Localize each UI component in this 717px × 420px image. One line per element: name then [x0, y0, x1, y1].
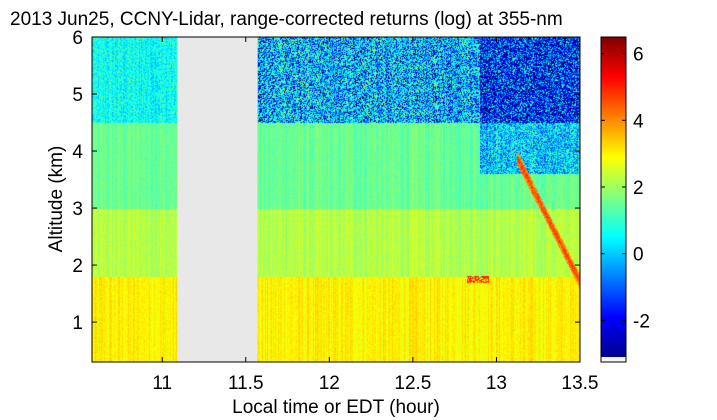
x-axis-label: Local time or EDT (hour)	[232, 397, 440, 418]
x-tick-label: 11.5	[228, 373, 264, 394]
y-tick-label: 1	[72, 313, 83, 334]
colorbar: -2 0 2 4 6	[600, 36, 650, 363]
y-tick-label: 3	[72, 199, 83, 220]
y-tick-label: 2	[72, 256, 83, 277]
colorbar-tick-label: 0	[633, 245, 644, 266]
x-tick-label: 12.5	[394, 373, 431, 394]
y-tick-label: 5	[72, 85, 83, 106]
x-tick-label: 12	[319, 373, 340, 394]
heatmap-image	[92, 37, 580, 362]
colorbar-ticks: -2 0 2 4 6	[601, 45, 650, 332]
colorbar-frame	[600, 36, 627, 363]
x-axis: 11 11.5 12 12.5 13 13.5	[152, 37, 598, 394]
plot-frame	[91, 36, 581, 363]
colorbar-tick-label: 6	[633, 45, 644, 66]
y-axis-label: Altitude (km)	[46, 146, 67, 253]
chart-title: 2013 Jun25, CCNY-Lidar, range-corrected …	[10, 9, 563, 30]
y-tick-label: 4	[72, 142, 83, 163]
colorbar-tick-label: 4	[633, 111, 644, 132]
x-tick-label: 11	[152, 373, 172, 394]
colorbar-tick-label: -2	[633, 311, 650, 332]
x-tick-label: 13	[486, 373, 507, 394]
y-axis: 1 2 3 4 5 6	[72, 28, 580, 334]
heatmap-plot-area	[91, 36, 581, 363]
x-tick-label: 13.5	[562, 373, 599, 394]
colorbar-bottom-strip	[601, 357, 626, 362]
no-data-gap	[177, 37, 258, 362]
colorbar-gradient	[601, 37, 626, 357]
y-tick-label: 6	[72, 28, 83, 49]
colorbar-tick-label: 2	[633, 178, 644, 199]
